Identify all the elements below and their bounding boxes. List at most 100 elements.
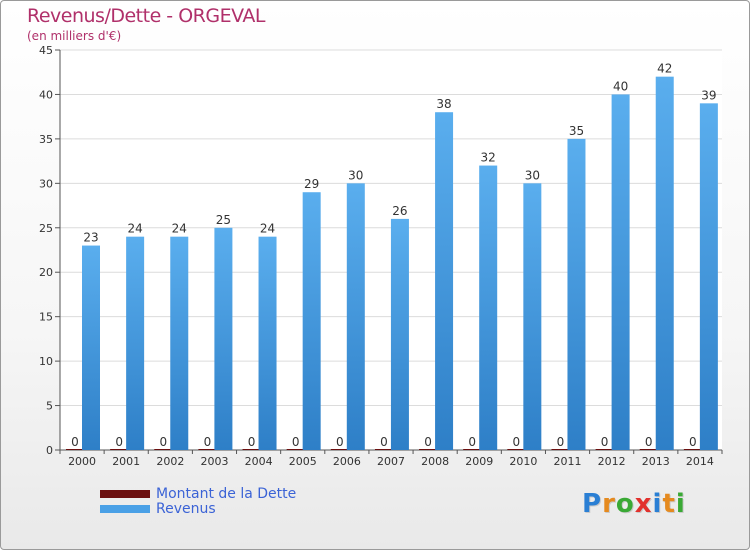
data-label-dette-2013: 0	[645, 435, 653, 449]
data-label-revenus-2012: 40	[613, 79, 628, 93]
bar-revenus-2000	[82, 245, 100, 450]
xtick-label-2003: 2003	[200, 455, 228, 468]
bar-revenus-2007	[390, 218, 409, 450]
data-label-dette-2008: 0	[424, 435, 432, 449]
bar-dette-2003	[198, 449, 217, 450]
data-label-revenus-2001: 24	[127, 222, 142, 236]
bar-revenus-2004	[258, 236, 277, 450]
xtick-label-2010: 2010	[509, 455, 537, 468]
bar-revenus-2001	[126, 236, 145, 450]
ytick-label-20: 20	[39, 266, 53, 279]
data-label-dette-2010: 0	[513, 435, 521, 449]
bar-revenus-2014	[699, 103, 718, 450]
bar-dette-2011	[551, 449, 570, 450]
xtick-label-2007: 2007	[377, 455, 405, 468]
data-label-dette-2005: 0	[292, 435, 300, 449]
data-label-revenus-2014: 39	[701, 88, 716, 102]
data-label-revenus-2011: 35	[569, 124, 584, 138]
bar-revenus-2009	[479, 165, 498, 451]
xtick-label-2001: 2001	[112, 455, 140, 468]
data-label-revenus-2008: 38	[436, 97, 451, 111]
bar-dette-2002	[154, 449, 173, 450]
data-label-revenus-2007: 26	[392, 204, 407, 218]
bar-dette-2012	[595, 449, 614, 450]
data-label-revenus-2010: 30	[525, 168, 540, 182]
bar-revenus-2013	[655, 76, 674, 451]
data-label-dette-2000: 0	[71, 435, 79, 449]
data-label-revenus-2003: 25	[216, 213, 231, 227]
bar-revenus-2006	[346, 183, 365, 451]
ytick-label-5: 5	[46, 400, 53, 413]
bar-revenus-2010	[523, 183, 542, 451]
xtick-label-2008: 2008	[421, 455, 449, 468]
logo-letter: P	[582, 489, 603, 519]
data-label-revenus-2013: 42	[657, 62, 672, 76]
data-label-dette-2012: 0	[601, 435, 609, 449]
chart-subtitle: (en milliers d'€)	[27, 29, 122, 43]
data-label-revenus-2002: 24	[172, 222, 187, 236]
bar-dette-2013	[639, 449, 658, 450]
data-label-dette-2011: 0	[557, 435, 565, 449]
bar-dette-2001	[110, 449, 129, 450]
bar-dette-2005	[286, 449, 305, 450]
legend-label-revenus: Revenus	[156, 501, 216, 517]
ytick-label-0: 0	[46, 444, 53, 457]
legend-label-dette: Montant de la Dette	[156, 486, 297, 502]
chart-title: Revenus/Dette - ORGEVAL	[27, 5, 265, 27]
bar-dette-2008	[419, 449, 438, 450]
data-label-revenus-2006: 30	[348, 168, 363, 182]
bar-dette-2010	[507, 449, 526, 450]
legend-swatch-dette	[100, 490, 150, 498]
bar-dette-2007	[374, 449, 393, 450]
legend-item-revenus: Revenus	[100, 501, 216, 517]
data-label-revenus-2000: 23	[83, 231, 98, 245]
data-label-dette-2004: 0	[248, 435, 256, 449]
bar-revenus-2005	[302, 192, 321, 450]
logo-letter: x	[634, 489, 653, 519]
bar-revenus-2002	[170, 236, 189, 450]
ytick-label-40: 40	[39, 88, 53, 101]
bar-revenus-2012	[611, 94, 630, 450]
logo-letter: o	[615, 489, 635, 519]
xtick-label-2013: 2013	[642, 455, 670, 468]
ytick-label-10: 10	[39, 355, 53, 368]
data-label-dette-2006: 0	[336, 435, 344, 449]
ytick-label-45: 45	[39, 44, 53, 57]
xtick-label-2000: 2000	[68, 455, 96, 468]
data-label-dette-2007: 0	[380, 435, 388, 449]
data-label-revenus-2009: 32	[481, 151, 496, 165]
xtick-label-2005: 2005	[289, 455, 317, 468]
logo-letter: i	[652, 489, 663, 519]
logo-letter: i	[675, 489, 686, 519]
data-label-revenus-2004: 24	[260, 222, 275, 236]
xtick-label-2011: 2011	[554, 455, 582, 468]
data-label-dette-2014: 0	[689, 435, 697, 449]
bar-dette-2009	[463, 449, 482, 450]
bar-dette-2000	[66, 449, 84, 450]
bar-revenus-2011	[567, 138, 586, 450]
xtick-label-2014: 2014	[686, 455, 714, 468]
data-label-dette-2009: 0	[468, 435, 476, 449]
data-label-dette-2003: 0	[204, 435, 212, 449]
ytick-label-15: 15	[39, 311, 53, 324]
xtick-label-2002: 2002	[156, 455, 184, 468]
legend-swatch-revenus	[100, 505, 150, 513]
legend-item-dette: Montant de la Dette	[100, 486, 296, 502]
bar-dette-2006	[330, 449, 349, 450]
xtick-label-2012: 2012	[598, 455, 626, 468]
bar-dette-2014	[683, 449, 702, 450]
data-label-revenus-2005: 29	[304, 177, 319, 191]
ytick-label-30: 30	[39, 177, 53, 190]
ytick-label-35: 35	[39, 133, 53, 146]
data-label-dette-2001: 0	[115, 435, 123, 449]
bar-revenus-2008	[435, 112, 454, 450]
bar-revenus-2003	[214, 227, 233, 450]
xtick-label-2004: 2004	[245, 455, 273, 468]
xtick-label-2009: 2009	[465, 455, 493, 468]
xtick-label-2006: 2006	[333, 455, 361, 468]
bar-dette-2004	[242, 449, 261, 450]
logo-letter: r	[602, 489, 616, 519]
ytick-label-25: 25	[39, 222, 53, 235]
